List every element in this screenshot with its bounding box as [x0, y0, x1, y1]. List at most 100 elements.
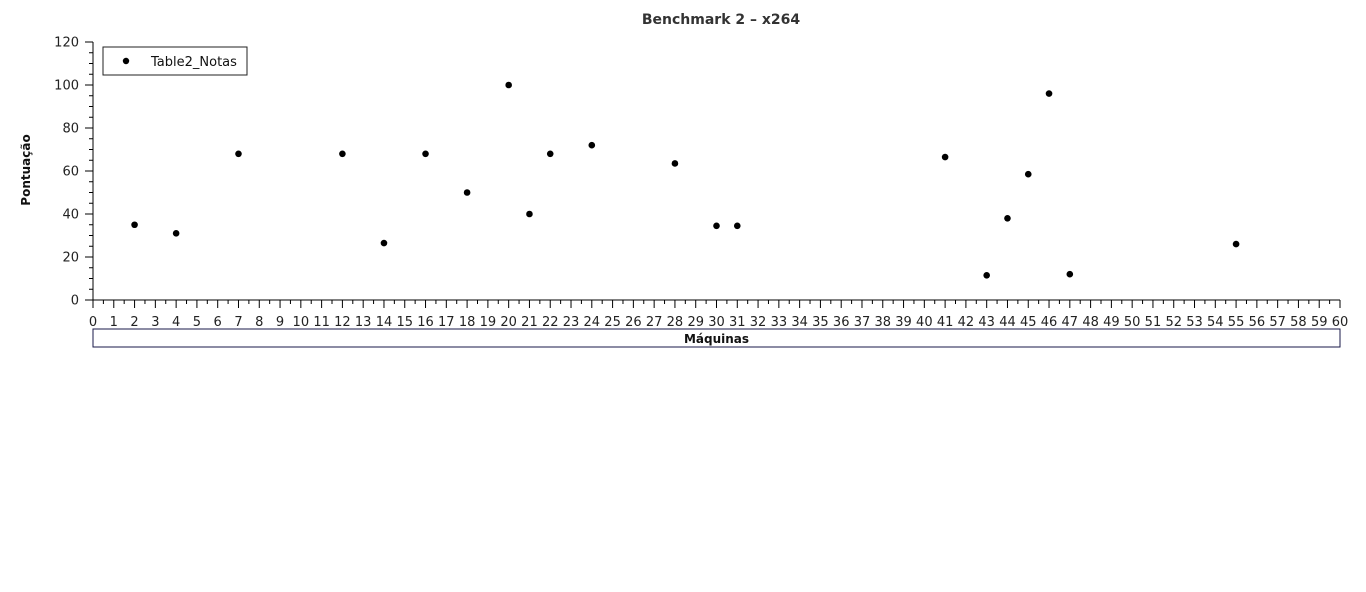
x-tick-label: 7	[234, 315, 242, 330]
data-point	[526, 210, 533, 218]
x-tick-label: 18	[459, 315, 476, 330]
x-tick-label: 3	[151, 315, 159, 330]
x-tick-label: 35	[812, 315, 829, 330]
chart-title: Benchmark 2 – x264	[642, 12, 801, 28]
x-tick-label: 44	[999, 315, 1016, 330]
x-tick-label: 32	[750, 315, 767, 330]
x-tick-label: 9	[276, 315, 284, 330]
x-tick-label: 20	[500, 315, 517, 330]
x-tick-label: 43	[978, 315, 995, 330]
data-point	[671, 160, 679, 167]
y-tick-label: 40	[62, 208, 79, 223]
data-point	[733, 222, 741, 230]
data-point	[131, 221, 138, 229]
x-tick-label: 27	[646, 315, 663, 330]
x-tick-label: 53	[1186, 315, 1203, 330]
x-tick-label: 40	[916, 315, 933, 330]
data-point	[172, 230, 180, 237]
x-tick-label: 42	[958, 315, 975, 330]
y-tick-label: 20	[62, 251, 79, 266]
x-tick-label: 23	[563, 315, 580, 330]
x-tick-label: 45	[1020, 315, 1037, 330]
x-tick-label: 11	[313, 315, 330, 330]
data-point	[588, 141, 596, 149]
x-tick-label: 41	[937, 315, 954, 330]
data-point	[339, 150, 346, 158]
data-point	[505, 81, 512, 89]
x-tick-label: 50	[1124, 315, 1141, 330]
x-tick-label: 0	[89, 315, 97, 330]
x-tick-label: 12	[334, 315, 351, 330]
x-tick-label: 21	[521, 315, 538, 330]
legend-marker	[122, 57, 130, 65]
x-tick-label: 25	[604, 315, 621, 330]
x-tick-label: 59	[1311, 315, 1328, 330]
x-tick-label: 56	[1249, 315, 1266, 330]
y-tick-label: 60	[62, 165, 79, 180]
x-tick-label: 6	[214, 315, 222, 330]
data-point	[546, 150, 554, 158]
x-tick-label: 14	[376, 315, 393, 330]
data-point	[463, 189, 471, 196]
x-tick-label: 49	[1103, 315, 1120, 330]
y-tick-label: 80	[62, 122, 79, 137]
data-point	[1004, 215, 1011, 222]
x-tick-label: 24	[584, 315, 601, 330]
x-tick-label: 1	[110, 315, 118, 330]
x-tick-label: 48	[1082, 315, 1099, 330]
y-axis-title: Pontuação	[19, 134, 33, 205]
x-tick-label: 22	[542, 315, 559, 330]
x-tick-label: 47	[1062, 315, 1079, 330]
x-tick-label: 39	[895, 315, 912, 330]
x-tick-label: 19	[480, 315, 497, 330]
x-tick-label: 17	[438, 315, 455, 330]
x-tick-label: 51	[1145, 315, 1162, 330]
y-tick-label: 120	[54, 36, 79, 51]
x-tick-label: 29	[687, 315, 704, 330]
data-point	[983, 271, 990, 279]
x-tick-label: 2	[130, 315, 138, 330]
x-axis-title-box	[92, 328, 1341, 348]
x-tick-label: 4	[172, 315, 180, 330]
x-tick-label: 55	[1228, 315, 1245, 330]
x-tick-label: 13	[355, 315, 372, 330]
x-tick-label: 10	[293, 315, 310, 330]
x-tick-label: 28	[667, 315, 684, 330]
x-tick-label: 15	[396, 315, 413, 330]
x-tick-label: 33	[771, 315, 788, 330]
data-point	[380, 239, 388, 247]
y-tick-label: 100	[54, 79, 79, 94]
legend-label: Table2_Notas	[150, 55, 237, 70]
data-point	[1024, 170, 1032, 178]
y-axis: 0 20 40 60 80 100 120	[54, 36, 94, 309]
x-tick-label: 58	[1290, 315, 1307, 330]
data-point	[713, 222, 720, 230]
x-tick-label: 52	[1165, 315, 1182, 330]
x-axis-title: Máquinas	[684, 332, 749, 346]
x-tick-label: 16	[417, 315, 434, 330]
x-tick-label: 54	[1207, 315, 1224, 330]
x-tick-label: 60	[1332, 315, 1349, 330]
data-points	[131, 81, 1240, 279]
data-point	[1045, 90, 1053, 97]
legend: Table2_Notas	[102, 46, 248, 76]
x-tick-label: 46	[1041, 315, 1058, 330]
data-point	[941, 153, 949, 161]
x-tick-label: 8	[255, 315, 263, 330]
data-point	[422, 150, 429, 158]
x-tick-label: 38	[874, 315, 891, 330]
x-tick-label: 5	[193, 315, 201, 330]
data-point	[1066, 270, 1074, 278]
x-tick-label: 37	[854, 315, 871, 330]
x-axis: 0 1 2 3 4 5 6 7 8 9 10 11 12 13 14 15 16 17 18 19 20 21 22 23 24…	[89, 299, 1349, 330]
data-point	[1232, 240, 1240, 248]
data-point	[235, 150, 242, 158]
x-tick-label: 26	[625, 315, 642, 330]
x-tick-label: 30	[708, 315, 725, 330]
x-tick-label: 31	[729, 315, 746, 330]
y-tick-label: 0	[71, 294, 79, 309]
x-tick-label: 36	[833, 315, 850, 330]
x-tick-label: 34	[791, 315, 808, 330]
x-tick-label: 57	[1269, 315, 1286, 330]
